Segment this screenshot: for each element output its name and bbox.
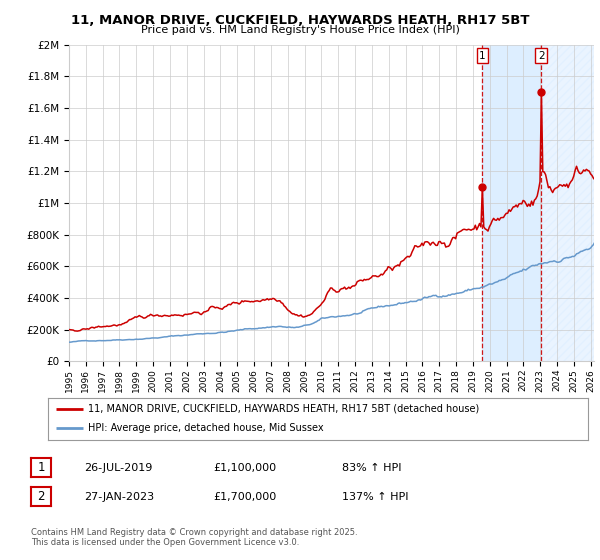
Text: 1: 1 [37, 461, 45, 474]
Text: 27-JAN-2023: 27-JAN-2023 [84, 492, 154, 502]
Text: £1,700,000: £1,700,000 [213, 492, 276, 502]
Text: 137% ↑ HPI: 137% ↑ HPI [342, 492, 409, 502]
Bar [482, 45, 541, 361]
Text: 1: 1 [479, 51, 486, 61]
Text: 26-JUL-2019: 26-JUL-2019 [84, 463, 152, 473]
Text: HPI: Average price, detached house, Mid Sussex: HPI: Average price, detached house, Mid … [89, 423, 324, 433]
Text: Price paid vs. HM Land Registry's House Price Index (HPI): Price paid vs. HM Land Registry's House … [140, 25, 460, 35]
Text: £1,100,000: £1,100,000 [213, 463, 276, 473]
Text: Contains HM Land Registry data © Crown copyright and database right 2025.
This d: Contains HM Land Registry data © Crown c… [31, 528, 358, 547]
Text: 83% ↑ HPI: 83% ↑ HPI [342, 463, 401, 473]
Text: 2: 2 [37, 490, 45, 503]
Bar [541, 45, 600, 361]
Text: 2: 2 [538, 51, 545, 61]
Text: 11, MANOR DRIVE, CUCKFIELD, HAYWARDS HEATH, RH17 5BT (detached house): 11, MANOR DRIVE, CUCKFIELD, HAYWARDS HEA… [89, 404, 480, 414]
Text: 11, MANOR DRIVE, CUCKFIELD, HAYWARDS HEATH, RH17 5BT: 11, MANOR DRIVE, CUCKFIELD, HAYWARDS HEA… [71, 14, 529, 27]
